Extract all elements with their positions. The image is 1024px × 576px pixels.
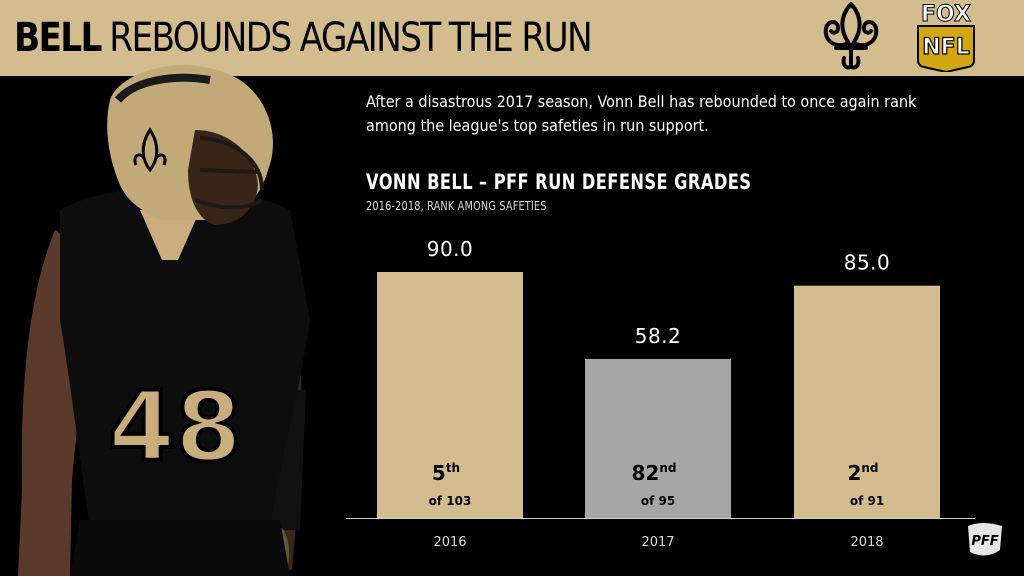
page-title: BELL REBOUNDS AGAINST THE RUN: [14, 14, 593, 62]
rank-of-label-2016: of 103: [429, 494, 472, 508]
x-tick-label-2016: 2016: [433, 535, 466, 550]
nfl-text: NFL: [922, 35, 969, 60]
fox-text: FOX: [921, 2, 971, 27]
pff-logo: PFF: [968, 523, 1002, 556]
bar-2017: [585, 358, 731, 518]
value-label-2017: 58.2: [635, 324, 682, 348]
header-bar: BELL REBOUNDS AGAINST THE RUN FOX NFL: [0, 0, 1024, 76]
jersey-number: 48: [108, 371, 242, 483]
title-rest: REBOUNDS AGAINST THE RUN: [109, 15, 592, 61]
rank-of-label-2018: of 91: [850, 494, 884, 508]
player-photo: 48: [18, 65, 310, 576]
value-label-2016: 90.0: [427, 237, 474, 261]
svg-text:PFF: PFF: [971, 534, 998, 549]
rank-label-2018: 2nd: [847, 461, 878, 485]
bar-2016: [377, 272, 523, 518]
rank-label-2017: 82nd: [632, 461, 677, 485]
x-tick-label-2017: 2017: [641, 535, 674, 550]
fox-nfl-logo: FOX NFL: [917, 2, 975, 72]
description-text: After a disastrous 2017 season, Vonn Bel…: [366, 92, 917, 135]
chart-subtitle: 2016-2018, RANK AMONG SAFETIES: [366, 199, 547, 213]
rank-of-label-2017: of 95: [641, 494, 675, 508]
title-bold: BELL: [14, 15, 102, 61]
fleur-de-lis-icon: [823, 2, 879, 70]
x-tick-label-2018: 2018: [850, 535, 883, 550]
chart-title: VONN BELL – PFF RUN DEFENSE GRADES: [366, 170, 752, 194]
rank-label-2016: 5th: [432, 461, 460, 485]
bar-2018: [794, 285, 940, 518]
value-label-2018: 85.0: [844, 251, 891, 275]
